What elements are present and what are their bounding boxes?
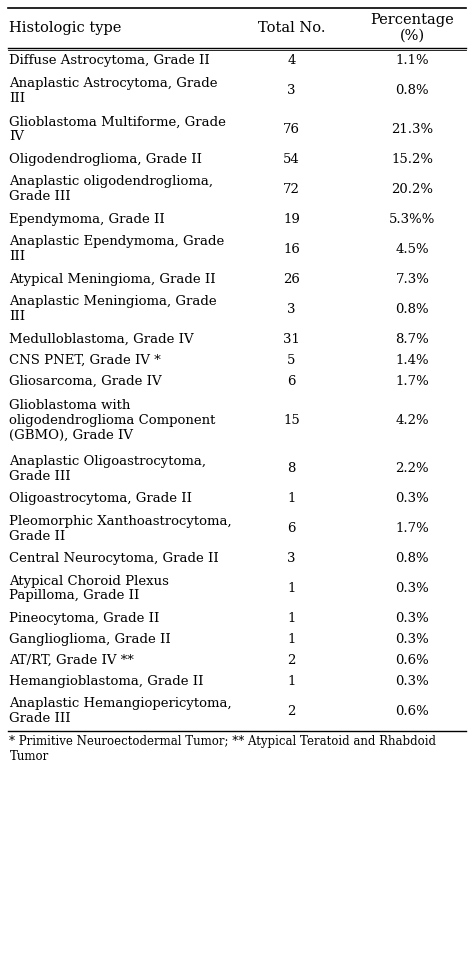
Text: Ependymoma, Grade II: Ependymoma, Grade II	[9, 213, 165, 226]
Text: Diffuse Astrocytoma, Grade II: Diffuse Astrocytoma, Grade II	[9, 54, 210, 67]
Text: 76: 76	[283, 123, 300, 136]
Text: 0.3%: 0.3%	[395, 582, 429, 595]
Text: Anaplastic Oligoastrocytoma,
Grade III: Anaplastic Oligoastrocytoma, Grade III	[9, 454, 207, 483]
Text: 1: 1	[287, 492, 296, 505]
Text: 0.3%: 0.3%	[395, 675, 429, 688]
Text: * Primitive Neuroectodermal Tumor; ** Atypical Teratoid and Rhabdoid
Tumor: * Primitive Neuroectodermal Tumor; ** At…	[9, 735, 437, 763]
Text: 8: 8	[287, 462, 296, 475]
Text: Histologic type: Histologic type	[9, 21, 122, 35]
Text: 1.7%: 1.7%	[395, 522, 429, 535]
Text: 0.6%: 0.6%	[395, 705, 429, 718]
Text: 8.7%: 8.7%	[395, 333, 429, 346]
Text: 1: 1	[287, 582, 296, 595]
Text: Oligodendroglioma, Grade II: Oligodendroglioma, Grade II	[9, 153, 202, 166]
Text: 20.2%: 20.2%	[392, 183, 433, 196]
Text: 2.2%: 2.2%	[396, 462, 429, 475]
Text: Ganglioglioma, Grade II: Ganglioglioma, Grade II	[9, 633, 171, 646]
Text: 15: 15	[283, 414, 300, 427]
Text: 0.3%: 0.3%	[395, 633, 429, 646]
Text: 4.2%: 4.2%	[396, 414, 429, 427]
Text: Medulloblastoma, Grade IV: Medulloblastoma, Grade IV	[9, 333, 194, 346]
Text: Anaplastic oligodendroglioma,
Grade III: Anaplastic oligodendroglioma, Grade III	[9, 175, 213, 203]
Text: 1: 1	[287, 633, 296, 646]
Text: 4: 4	[287, 54, 296, 67]
Text: 1.4%: 1.4%	[396, 354, 429, 367]
Text: 0.8%: 0.8%	[396, 303, 429, 316]
Text: Gliosarcoma, Grade IV: Gliosarcoma, Grade IV	[9, 375, 162, 388]
Text: Anaplastic Meningioma, Grade
III: Anaplastic Meningioma, Grade III	[9, 296, 217, 324]
Text: Atypical Meningioma, Grade II: Atypical Meningioma, Grade II	[9, 273, 216, 286]
Text: 3: 3	[287, 84, 296, 97]
Text: Anaplastic Ependymoma, Grade
III: Anaplastic Ependymoma, Grade III	[9, 236, 225, 263]
Text: 0.6%: 0.6%	[395, 654, 429, 667]
Text: 72: 72	[283, 183, 300, 196]
Text: Central Neurocytoma, Grade II: Central Neurocytoma, Grade II	[9, 552, 219, 565]
Text: CNS PNET, Grade IV *: CNS PNET, Grade IV *	[9, 354, 161, 367]
Text: Pineocytoma, Grade II: Pineocytoma, Grade II	[9, 612, 160, 625]
Text: 5.3%%: 5.3%%	[389, 213, 436, 226]
Text: 26: 26	[283, 273, 300, 286]
Text: Hemangioblastoma, Grade II: Hemangioblastoma, Grade II	[9, 675, 204, 688]
Text: 5: 5	[287, 354, 296, 367]
Text: 1.7%: 1.7%	[395, 375, 429, 388]
Text: 31: 31	[283, 333, 300, 346]
Text: Glioblastoma with
oligodendroglioma Component
(GBMO), Grade IV: Glioblastoma with oligodendroglioma Comp…	[9, 399, 216, 442]
Text: 6: 6	[287, 522, 296, 535]
Text: 0.8%: 0.8%	[396, 552, 429, 565]
Text: 7.3%: 7.3%	[395, 273, 429, 286]
Text: Anaplastic Astrocytoma, Grade
III: Anaplastic Astrocytoma, Grade III	[9, 76, 218, 104]
Text: 15.2%: 15.2%	[392, 153, 433, 166]
Text: 2: 2	[287, 705, 296, 718]
Text: 1: 1	[287, 612, 296, 625]
Text: Total No.: Total No.	[258, 21, 325, 35]
Text: 16: 16	[283, 243, 300, 256]
Text: 3: 3	[287, 552, 296, 565]
Text: 2: 2	[287, 654, 296, 667]
Text: 21.3%: 21.3%	[392, 123, 433, 136]
Text: 54: 54	[283, 153, 300, 166]
Text: 3: 3	[287, 303, 296, 316]
Text: Pleomorphic Xanthoastrocytoma,
Grade II: Pleomorphic Xanthoastrocytoma, Grade II	[9, 514, 232, 542]
Text: Glioblastoma Multiforme, Grade
IV: Glioblastoma Multiforme, Grade IV	[9, 115, 227, 143]
Text: 4.5%: 4.5%	[396, 243, 429, 256]
Text: 1: 1	[287, 675, 296, 688]
Text: Percentage
(%): Percentage (%)	[371, 13, 454, 44]
Text: Oligoastrocytoma, Grade II: Oligoastrocytoma, Grade II	[9, 492, 192, 505]
Text: 6: 6	[287, 375, 296, 388]
Text: Anaplastic Hemangiopericytoma,
Grade III: Anaplastic Hemangiopericytoma, Grade III	[9, 697, 232, 725]
Text: 1.1%: 1.1%	[396, 54, 429, 67]
Text: AT/RT, Grade IV **: AT/RT, Grade IV **	[9, 654, 134, 667]
Text: 0.3%: 0.3%	[395, 612, 429, 625]
Text: 0.3%: 0.3%	[395, 492, 429, 505]
Text: 0.8%: 0.8%	[396, 84, 429, 97]
Text: 19: 19	[283, 213, 300, 226]
Text: Atypical Choroid Plexus
Papilloma, Grade II: Atypical Choroid Plexus Papilloma, Grade…	[9, 574, 169, 602]
